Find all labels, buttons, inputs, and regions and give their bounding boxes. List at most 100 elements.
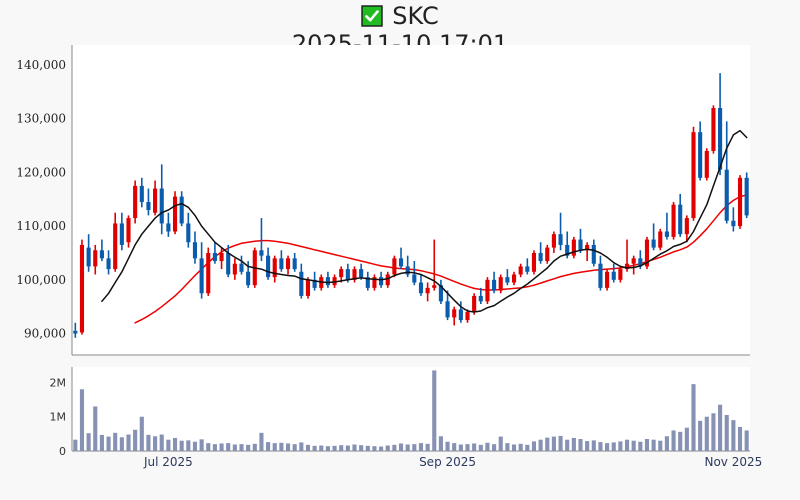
volume-bar [146,434,151,451]
candle-body [492,279,497,291]
candle-body [618,269,623,280]
candle-body [139,185,144,202]
candle-body [206,252,211,294]
candle-body [365,277,370,288]
volume-bar [166,439,171,451]
candle-body [259,250,264,256]
x-tick-label: Nov 2025 [704,455,762,469]
candle-body [505,277,510,283]
candle-body [472,295,477,313]
candle-body [465,312,470,321]
candle-body [744,177,749,216]
candle-body [246,271,251,286]
candle-body [452,309,457,318]
candle-body [691,132,696,219]
volume-tick-label: 2M [50,376,67,389]
volume-bar [724,415,729,451]
candle-body [153,188,158,213]
volume-bar [379,446,384,451]
volume-bar [691,384,696,451]
candle-body [731,220,736,227]
candle-body [545,247,550,262]
candle-body [392,258,397,275]
volume-bar [279,442,284,451]
volume-bar [79,389,85,451]
candle-body [398,258,404,267]
candle-body [591,244,596,264]
candle-body [279,258,284,270]
candle-body [558,234,563,245]
price-tick-label: 140,000 [16,58,66,72]
volume-bar [472,443,477,451]
volume-bar [319,445,324,451]
candle-body [485,279,490,302]
candlestick-series [73,73,749,338]
volume-bar [239,444,244,451]
candle-body [285,258,291,270]
candle-body [106,258,111,270]
candle-body [99,250,104,259]
volume-bar [73,439,78,451]
candle-body [312,279,317,288]
volume-bar [113,432,118,451]
volume-bar [664,436,669,451]
candle-body [113,223,118,270]
volume-bar [126,434,131,451]
candle-body [305,279,311,296]
volume-bar [671,430,676,451]
volume-bar [385,445,390,451]
volume-bar [498,436,503,451]
volume-bar [644,439,650,451]
volume-bar [106,436,111,451]
volume-bar [578,439,583,451]
volume-bar [345,445,350,451]
volume-bar [159,434,164,451]
volume-bar [505,443,510,451]
price-tick-label: 100,000 [16,273,66,287]
candle-body [93,250,98,267]
candle-body [379,277,384,286]
candle-body [678,204,683,235]
candle-body [478,295,483,302]
candle-body [186,223,191,243]
volume-panel-background [72,367,750,451]
candle-body [345,269,350,280]
volume-bar [99,434,104,451]
price-tick-label: 120,000 [16,165,66,179]
volume-bar [292,444,297,451]
volume-bar [452,443,457,451]
volume-bar [704,416,709,451]
volume-bar [192,441,198,451]
volume-bar [744,430,749,451]
candle-body [332,277,337,286]
volume-bar [531,441,537,451]
candle-body [684,218,689,235]
volume-bar [219,443,224,451]
candle-body [551,234,556,248]
candle-body [86,247,91,267]
chart-header: SKC [0,0,800,40]
candle-body [159,188,164,224]
candle-body [199,258,204,294]
volume-bar [551,436,556,451]
volume-bar [299,442,304,451]
volume-bar [571,437,576,451]
volume-bar [445,441,450,451]
volume-bar [538,439,543,451]
candle-body [126,218,131,243]
candle-body [352,269,357,280]
candle-body [79,244,85,333]
candle-body [624,263,630,270]
volume-bar [412,444,417,451]
candle-body [638,258,643,267]
candle-body [578,239,583,251]
volume-series [73,370,749,451]
volume-bar [93,406,98,451]
volume-bar [611,442,616,451]
candle-body [425,287,430,294]
volume-bar [678,431,683,451]
candle-body [511,274,517,283]
volume-bar [618,441,623,451]
